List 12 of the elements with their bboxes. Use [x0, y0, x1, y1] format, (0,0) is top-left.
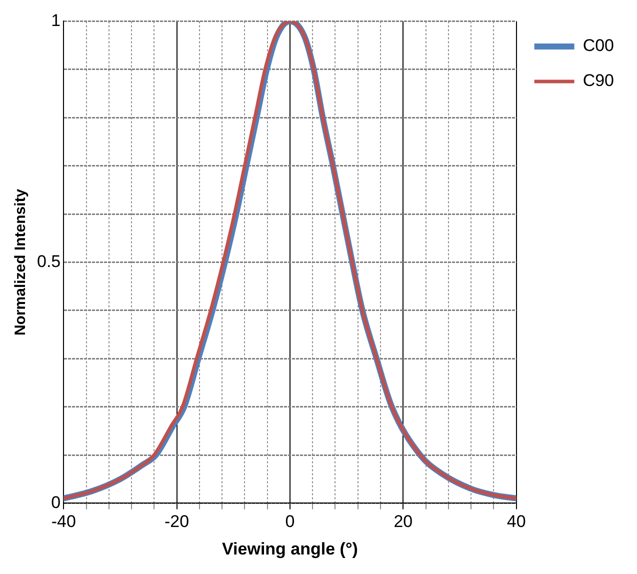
x-tick-label: 0: [285, 512, 295, 532]
x-tick-label: -20: [164, 512, 190, 532]
x-axis-title: Viewing angle (°): [222, 539, 358, 558]
x-tick-label: 20: [394, 512, 413, 532]
y-tick-label: 0.5: [36, 252, 61, 271]
y-tick-label: 1: [51, 10, 61, 30]
legend-label: C90: [582, 71, 614, 90]
x-tick-label: -40: [51, 512, 76, 532]
y-tick-label: 0: [51, 492, 61, 512]
y-axis-title: Normalized Intensity: [12, 188, 30, 336]
x-tick-label: 40: [506, 512, 526, 532]
legend-label: C00: [582, 36, 614, 56]
